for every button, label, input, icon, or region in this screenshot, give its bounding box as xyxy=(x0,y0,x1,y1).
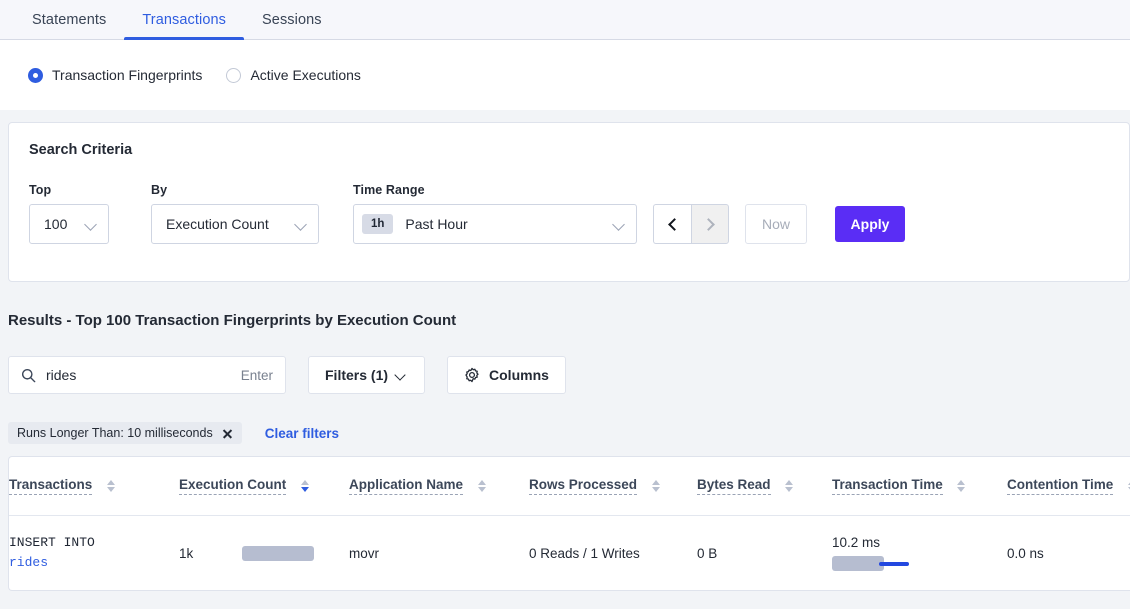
column-header-execution-count[interactable]: Execution Count xyxy=(179,457,349,516)
cell-transaction-time: 10.2 ms xyxy=(832,515,1007,590)
column-header-transactions-label: Transactions xyxy=(9,477,93,495)
tab-transactions[interactable]: Transactions xyxy=(124,0,244,40)
apply-button-label: Apply xyxy=(850,216,890,232)
gear-icon xyxy=(465,367,479,383)
tab-transactions-label: Transactions xyxy=(142,11,227,28)
column-header-application-name-label: Application Name xyxy=(349,477,464,495)
now-button: Now xyxy=(745,204,807,244)
column-header-application-name[interactable]: Application Name xyxy=(349,457,529,516)
table-header-row: Transactions Execution Count Application… xyxy=(9,457,1130,516)
table-row[interactable]: INSERT INTO rides 1k movr 0 Reads / 1 Wr… xyxy=(9,515,1130,590)
search-criteria-card: Search Criteria Top 100 By Execution Cou… xyxy=(8,122,1130,282)
transaction-time-bar-range xyxy=(879,562,909,566)
tab-statements-label: Statements xyxy=(32,11,107,28)
sort-toggle-transactions[interactable] xyxy=(106,479,115,492)
filters-button-label: Filters (1) xyxy=(325,367,389,383)
filters-button[interactable]: Filters (1) xyxy=(308,356,426,394)
transaction-statement-match[interactable]: rides xyxy=(9,555,49,570)
cell-transaction: INSERT INTO rides xyxy=(9,515,179,590)
time-range-select[interactable]: 1h Past Hour xyxy=(353,204,637,244)
search-enter-hint: Enter xyxy=(240,367,273,383)
chevron-down-icon xyxy=(395,369,408,382)
apply-button[interactable]: Apply xyxy=(835,206,905,242)
cell-rows-processed: 0 Reads / 1 Writes xyxy=(529,515,697,590)
now-button-label: Now xyxy=(761,216,790,232)
clear-filters-link[interactable]: Clear filters xyxy=(264,425,340,441)
columns-button[interactable]: Columns xyxy=(447,356,566,394)
filter-chip[interactable]: Runs Longer Than: 10 milliseconds xyxy=(8,422,242,444)
column-header-rows-processed[interactable]: Rows Processed xyxy=(529,457,697,516)
column-header-rows-processed-label: Rows Processed xyxy=(529,477,638,495)
column-header-transaction-time[interactable]: Transaction Time xyxy=(832,457,1007,516)
tab-sessions[interactable]: Sessions xyxy=(244,0,340,39)
by-label: By xyxy=(151,183,168,197)
column-header-contention-time[interactable]: Contention Time xyxy=(1007,457,1130,516)
by-select[interactable]: Execution Count xyxy=(151,204,319,244)
search-input[interactable]: rides Enter xyxy=(8,356,286,394)
sort-toggle-application-name[interactable] xyxy=(477,479,486,492)
search-icon xyxy=(21,368,36,382)
transaction-statement-prefix: INSERT INTO xyxy=(9,535,95,550)
transaction-time-bar-fill xyxy=(832,556,884,571)
sort-toggle-bytes-read[interactable] xyxy=(785,479,794,492)
radio-unselected-icon xyxy=(226,67,242,83)
radio-active-executions[interactable]: Active Executions xyxy=(226,67,361,83)
radio-active-executions-label: Active Executions xyxy=(250,67,361,83)
cell-bytes-read: 0 B xyxy=(697,515,832,590)
column-header-contention-time-label: Contention Time xyxy=(1007,477,1114,495)
previous-time-button[interactable] xyxy=(653,204,691,244)
search-criteria-title: Search Criteria xyxy=(29,142,133,158)
chevron-down-icon xyxy=(613,218,626,231)
execution-count-value: 1k xyxy=(179,545,194,561)
by-field-group: By Execution Count xyxy=(151,183,319,244)
columns-button-label: Columns xyxy=(489,367,549,383)
top-label: Top xyxy=(29,183,52,197)
column-header-transactions[interactable]: Transactions xyxy=(9,457,179,516)
close-icon[interactable] xyxy=(222,428,233,439)
results-heading: Results - Top 100 Transaction Fingerprin… xyxy=(8,312,457,329)
by-select-value: Execution Count xyxy=(166,216,269,232)
radio-selected-icon xyxy=(28,67,43,83)
time-range-pill: 1h xyxy=(362,214,394,234)
results-toolbar: rides Enter Filters (1) Columns xyxy=(8,356,566,394)
results-table: Transactions Execution Count Application… xyxy=(8,456,1130,591)
sort-toggle-contention-time[interactable] xyxy=(1127,479,1130,492)
execution-count-bar xyxy=(242,545,315,561)
chevron-down-icon xyxy=(295,218,308,231)
cell-contention-time: 0.0 ns xyxy=(1007,515,1130,590)
tab-statements[interactable]: Statements xyxy=(14,0,124,39)
transaction-time-value: 10.2 ms xyxy=(832,535,881,550)
sort-toggle-rows-processed[interactable] xyxy=(651,479,660,492)
cell-execution-count: 1k xyxy=(179,515,349,590)
time-range-label: Time Range xyxy=(353,183,425,197)
top-select[interactable]: 100 xyxy=(29,204,109,244)
time-range-value: Past Hour xyxy=(405,216,468,232)
top-select-value: 100 xyxy=(44,216,68,232)
tab-sessions-label: Sessions xyxy=(262,11,322,28)
view-mode-radio-group: Transaction Fingerprints Active Executio… xyxy=(0,40,1130,110)
cell-application-name: movr xyxy=(349,515,529,590)
time-range-field-group: Time Range 1h Past Hour xyxy=(353,183,637,244)
radio-transaction-fingerprints-label: Transaction Fingerprints xyxy=(52,67,203,83)
search-criteria-controls: Top 100 By Execution Count Time Range 1h… xyxy=(29,183,905,244)
column-header-bytes-read[interactable]: Bytes Read xyxy=(697,457,832,516)
sort-toggle-execution-count[interactable] xyxy=(300,479,309,492)
active-filters-row: Runs Longer Than: 10 milliseconds Clear … xyxy=(8,422,339,444)
sort-toggle-transaction-time[interactable] xyxy=(957,479,966,492)
search-input-value: rides xyxy=(46,367,77,383)
next-time-button xyxy=(691,204,729,244)
column-header-transaction-time-label: Transaction Time xyxy=(832,477,943,495)
transaction-time-bar xyxy=(832,556,982,571)
chevron-down-icon xyxy=(85,218,98,231)
time-nav-group xyxy=(653,204,729,244)
top-field-group: Top 100 xyxy=(29,183,109,244)
radio-transaction-fingerprints[interactable]: Transaction Fingerprints xyxy=(28,67,202,83)
chevron-left-icon xyxy=(667,217,681,231)
filter-chip-label: Runs Longer Than: 10 milliseconds xyxy=(17,426,213,440)
column-header-execution-count-label: Execution Count xyxy=(179,477,287,495)
main-tabbar: Statements Transactions Sessions xyxy=(0,0,1130,40)
column-header-bytes-read-label: Bytes Read xyxy=(697,477,771,495)
chevron-right-icon xyxy=(702,217,715,231)
